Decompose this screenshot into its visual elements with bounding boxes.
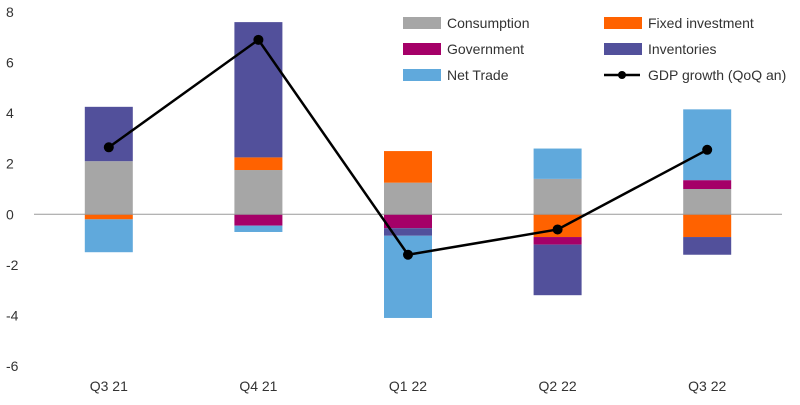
x-tick-label: Q3 21 (90, 378, 128, 394)
y-tick-label: 2 (6, 156, 14, 172)
bar-consumption (384, 182, 432, 215)
x-tick-label: Q3 22 (688, 378, 726, 394)
legend-item-inventories: Inventories (604, 41, 716, 57)
bar-fixed-investment (234, 157, 283, 171)
y-axis: -6 -4 -2 0 2 4 6 8 (6, 4, 19, 374)
gdp-growth-point (552, 224, 563, 235)
bar-net-trade (384, 235, 432, 318)
legend-label: Net Trade (447, 67, 509, 83)
y-tick-label: 8 (6, 4, 14, 20)
legend-swatch (403, 43, 441, 55)
x-axis-labels: Q3 21 Q4 21 Q1 22 Q2 22 Q3 22 (90, 378, 727, 394)
legend-swatch (604, 43, 642, 55)
bar-inventories (384, 228, 432, 236)
legend-label: Government (447, 41, 524, 57)
gdp-growth-point (702, 144, 713, 155)
legend-swatch (403, 69, 441, 81)
legend-item-gdp-growth-qoq-an: GDP growth (QoQ an) (604, 67, 786, 83)
bar-consumption (533, 178, 582, 215)
bar-government (533, 237, 582, 245)
y-tick-label: -2 (6, 257, 19, 273)
bar-fixed-investment (84, 214, 133, 220)
y-tick-label: 0 (6, 206, 14, 222)
legend-item-net-trade: Net Trade (403, 67, 509, 83)
legend-item-consumption: Consumption (403, 15, 530, 31)
x-tick-label: Q2 22 (539, 378, 577, 394)
bar-fixed-investment (384, 151, 432, 183)
gdp-growth-point (403, 249, 413, 260)
y-tick-label: 4 (6, 105, 14, 121)
bar-consumption (84, 161, 133, 215)
y-tick-label: 6 (6, 55, 14, 71)
bar-series-group (84, 22, 732, 318)
legend-label: Fixed investment (648, 15, 754, 31)
bar-consumption (234, 170, 283, 215)
legend-swatch (403, 17, 441, 29)
gdp-growth-point (253, 34, 264, 45)
legend-item-government: Government (403, 41, 524, 57)
legend-swatch-marker (618, 71, 626, 79)
y-tick-label: -4 (6, 307, 19, 323)
legend-swatch (604, 17, 642, 29)
bar-net-trade (234, 225, 283, 232)
gdp-growth-point (103, 142, 114, 153)
bar-net-trade (84, 219, 133, 253)
bar-inventories (533, 244, 582, 296)
legend-item-fixed-investment: Fixed investment (604, 15, 754, 31)
x-tick-label: Q1 22 (389, 378, 427, 394)
bar-fixed-investment (683, 214, 732, 238)
y-tick-label: -6 (6, 358, 19, 374)
bar-government (234, 214, 283, 226)
legend: Consumption Fixed investment Government Inv… (403, 15, 786, 83)
bar-net-trade (683, 109, 732, 181)
x-tick-label: Q4 21 (239, 378, 277, 394)
bar-government (683, 180, 732, 189)
bar-consumption (683, 189, 732, 215)
legend-label: Consumption (447, 15, 530, 31)
gdp-line-group (103, 34, 713, 260)
bar-net-trade (533, 148, 582, 179)
legend-label: GDP growth (QoQ an) (648, 67, 786, 83)
legend-label: Inventories (648, 41, 716, 57)
bar-government (384, 214, 432, 229)
bar-inventories (683, 237, 732, 255)
